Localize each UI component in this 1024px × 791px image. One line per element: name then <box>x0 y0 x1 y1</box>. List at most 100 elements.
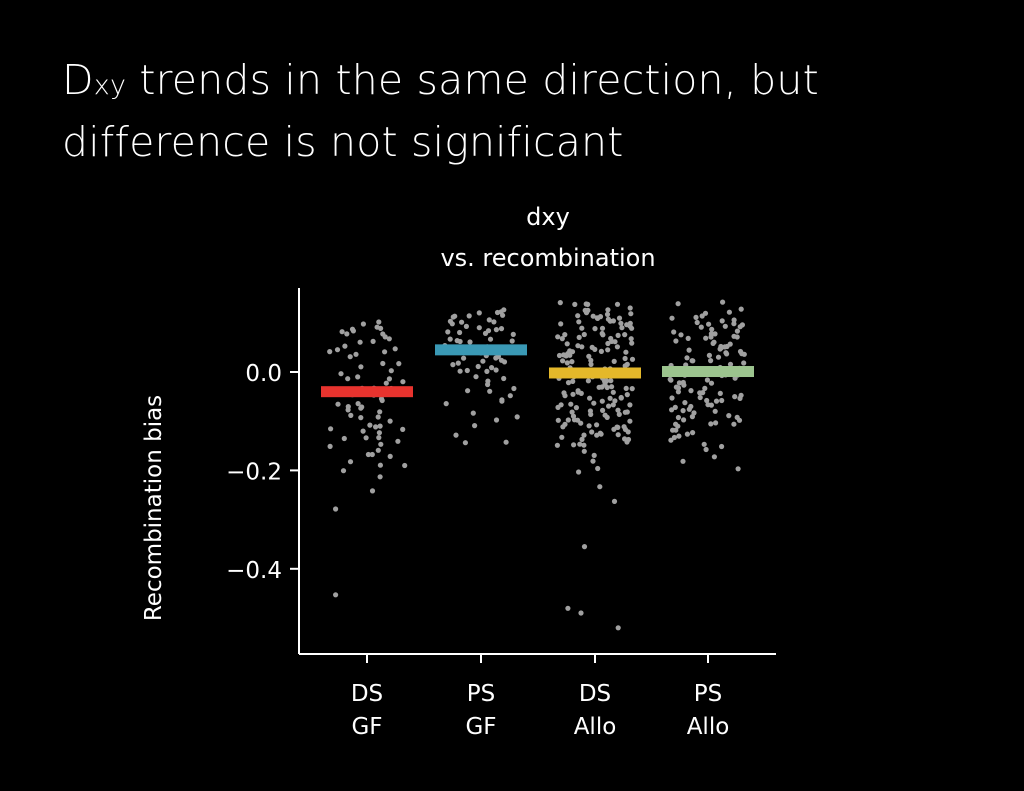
data-point <box>622 363 628 369</box>
data-point <box>555 334 561 340</box>
data-point <box>556 352 563 359</box>
title-subscript: xy <box>93 70 127 101</box>
data-point <box>627 418 633 424</box>
data-point <box>623 349 629 355</box>
data-point <box>353 351 359 357</box>
data-point <box>619 325 625 331</box>
data-point <box>702 385 708 391</box>
x-tick-label-line2: Allo <box>574 714 617 740</box>
data-point <box>703 446 709 453</box>
data-point <box>367 422 373 428</box>
data-point <box>486 317 492 323</box>
data-point <box>569 359 575 365</box>
data-point <box>690 430 696 436</box>
data-point <box>711 454 718 460</box>
slide-title-line2: difference is not significant <box>62 118 624 166</box>
data-point <box>735 466 741 472</box>
data-point <box>604 311 611 317</box>
data-point <box>565 605 571 611</box>
data-point <box>712 408 718 414</box>
data-point <box>555 404 561 410</box>
data-point <box>581 544 588 550</box>
data-point <box>359 404 365 410</box>
data-point <box>334 347 341 353</box>
data-point <box>675 414 682 421</box>
data-point <box>610 318 617 324</box>
data-point <box>594 422 600 428</box>
data-point <box>571 442 577 448</box>
data-point <box>355 401 361 407</box>
data-point <box>554 442 561 448</box>
data-point <box>731 321 737 327</box>
data-point <box>341 435 347 442</box>
data-point <box>358 364 364 370</box>
data-point <box>604 414 610 420</box>
data-point <box>402 462 408 469</box>
data-point <box>509 338 515 344</box>
data-point <box>577 441 583 447</box>
data-point <box>671 434 678 441</box>
data-point <box>608 378 614 384</box>
data-point <box>503 439 509 445</box>
data-point <box>600 332 606 338</box>
data-point <box>376 430 382 436</box>
y-axis-label: Recombination bias <box>141 395 167 621</box>
data-point <box>560 358 566 364</box>
data-point <box>693 314 699 320</box>
data-point <box>467 339 473 345</box>
data-point <box>586 423 592 429</box>
data-point <box>579 436 585 442</box>
data-point <box>485 381 491 388</box>
data-point <box>615 407 621 413</box>
data-point <box>591 452 597 458</box>
data-point <box>737 348 744 355</box>
data-point <box>365 451 371 458</box>
data-point <box>595 315 601 321</box>
data-point <box>712 331 718 337</box>
chart-subtitle: vs. recombination <box>440 244 655 272</box>
data-point <box>457 368 463 374</box>
data-point <box>565 380 572 386</box>
data-point <box>589 344 595 350</box>
data-point <box>562 332 568 338</box>
data-point <box>689 414 696 420</box>
data-points <box>327 299 747 631</box>
data-point <box>704 377 711 383</box>
mean-bar <box>321 386 413 398</box>
title-main: D <box>62 56 94 104</box>
data-point <box>704 397 710 404</box>
data-point <box>717 390 723 396</box>
data-point <box>559 434 565 440</box>
data-point <box>616 411 622 417</box>
mean-bar <box>549 367 641 379</box>
data-point <box>557 300 563 306</box>
data-point <box>708 421 714 427</box>
data-point <box>339 329 345 335</box>
data-point <box>622 355 628 362</box>
data-point <box>463 323 469 329</box>
data-point <box>627 320 633 326</box>
data-point <box>675 389 682 395</box>
data-point <box>621 424 627 430</box>
data-point <box>581 442 587 448</box>
data-point <box>395 438 401 444</box>
data-point <box>449 321 455 327</box>
data-point <box>480 358 486 364</box>
data-point <box>470 410 476 416</box>
data-point <box>706 352 713 358</box>
data-point <box>387 418 393 424</box>
data-point <box>452 313 458 319</box>
data-point <box>608 335 614 342</box>
data-point <box>569 349 576 355</box>
data-point <box>615 625 621 631</box>
data-point <box>605 340 611 347</box>
data-point <box>668 437 674 443</box>
data-point <box>698 324 704 330</box>
data-point <box>579 325 585 331</box>
data-point <box>562 421 568 427</box>
data-point <box>708 402 715 408</box>
data-point <box>690 358 696 364</box>
data-point <box>327 443 333 449</box>
data-point <box>328 426 334 432</box>
data-point <box>669 407 675 413</box>
